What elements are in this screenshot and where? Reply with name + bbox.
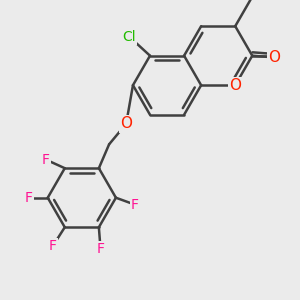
Text: Cl: Cl [123,30,136,44]
Text: F: F [42,153,50,167]
Text: F: F [49,239,57,253]
Text: F: F [131,197,139,212]
Text: F: F [25,191,33,205]
Text: O: O [268,50,280,65]
Text: F: F [97,242,105,256]
Text: O: O [120,116,132,131]
Text: O: O [229,78,241,93]
